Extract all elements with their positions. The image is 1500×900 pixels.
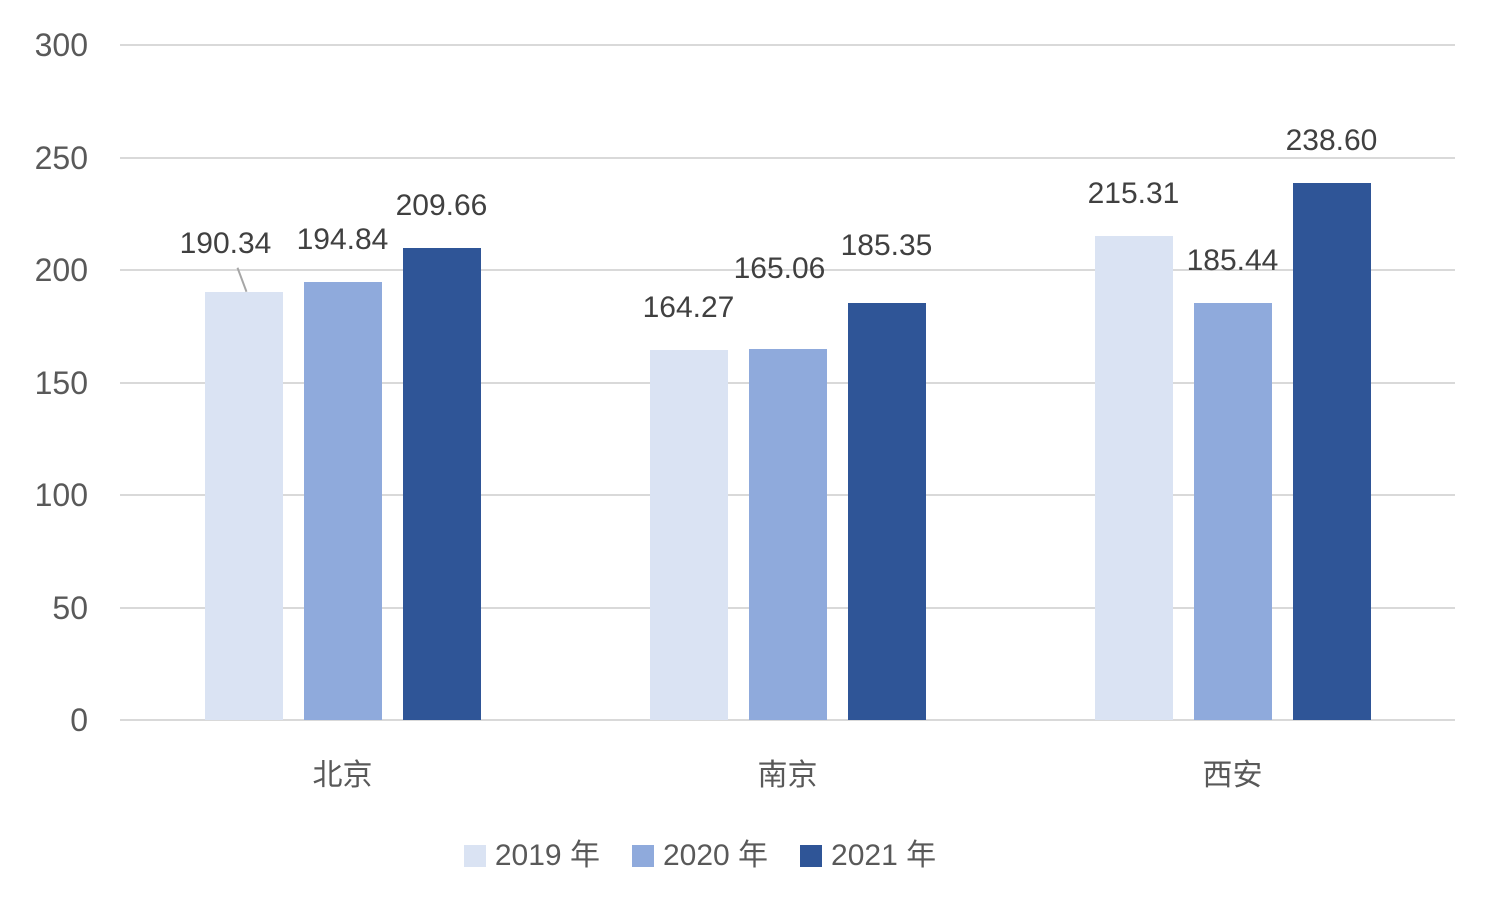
legend-label: 2020 年 (662, 839, 769, 872)
legend: 2019 年 2020 年 2021 年 (0, 839, 1400, 873)
data-label: 194.84 (296, 222, 389, 256)
data-label: 164.27 (642, 291, 735, 325)
y-axis-tick-label: 250 (34, 139, 88, 176)
data-label: 209.66 (395, 189, 488, 223)
legend-label: 2021 年 (831, 839, 937, 872)
legend-item-series1: 2019 年 (463, 839, 600, 873)
legend-swatch-icon (463, 845, 486, 867)
gridline (120, 156, 1455, 159)
data-label: 190.34 (179, 226, 272, 260)
bar-series2-cat1 (303, 281, 382, 720)
legend-swatch-icon (800, 845, 823, 867)
bar-series1-cat2 (649, 350, 728, 720)
bar-series1-cat1 (204, 291, 283, 720)
y-axis-tick-label: 200 (34, 252, 88, 288)
legend-item-series2: 2020 年 (631, 839, 769, 873)
category-label: 南京 (757, 759, 818, 792)
bar-series3-cat2 (847, 302, 926, 720)
data-label: 215.31 (1087, 176, 1180, 210)
bar-series2-cat2 (748, 348, 827, 720)
gridline (120, 269, 1455, 271)
y-axis-tick-label: 300 (34, 27, 88, 63)
legend-item-series3: 2021 年 (800, 839, 936, 873)
category-label: 北京 (312, 759, 373, 792)
bar-series3-cat3 (1292, 183, 1371, 720)
legend-label: 2019 年 (494, 839, 600, 872)
y-axis-tick-label: 150 (34, 364, 88, 401)
y-axis-tick-label: 100 (34, 477, 88, 513)
y-axis-tick-label: 0 (70, 702, 88, 738)
bar-series3-cat1 (402, 248, 481, 720)
bar-series2-cat3 (1193, 302, 1272, 720)
data-label: 185.44 (1186, 243, 1279, 277)
gridline (120, 44, 1455, 46)
data-label: 165.06 (733, 251, 826, 285)
category-label: 西安 (1202, 759, 1263, 792)
data-label: 238.60 (1285, 124, 1378, 158)
gridline (120, 719, 1455, 721)
data-label: 185.35 (840, 228, 933, 262)
bar-series1-cat3 (1094, 235, 1173, 720)
leader-line (236, 267, 248, 293)
y-axis-tick-label: 50 (52, 589, 88, 626)
legend-swatch-icon (631, 845, 654, 867)
